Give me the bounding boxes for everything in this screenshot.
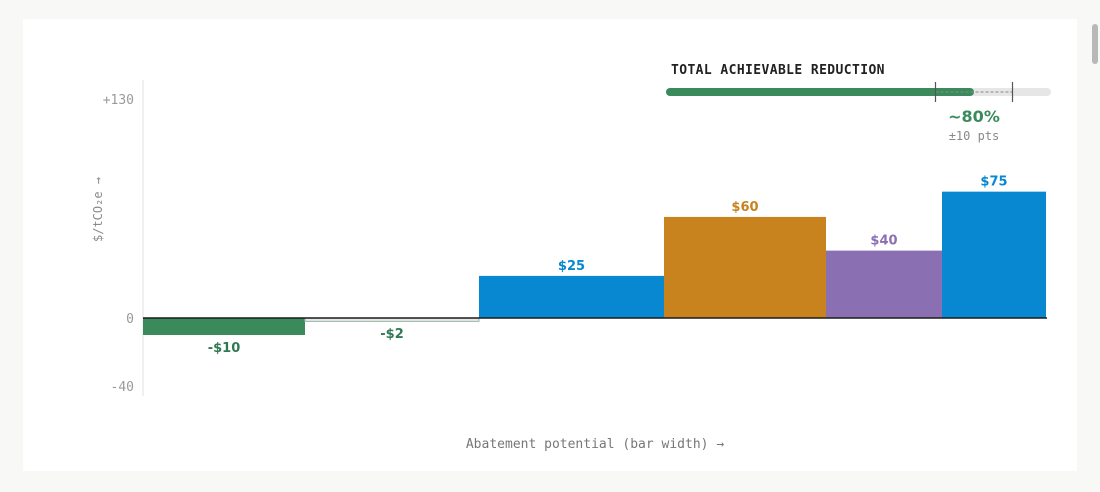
- y-tick-label: +130: [103, 93, 134, 108]
- bar-labels: -$10 -$2 $25 $60 $40 $75: [208, 175, 1008, 356]
- y-ticks: +130 0 -40: [103, 93, 134, 395]
- bar-data-label: -$2: [380, 327, 404, 342]
- reduction-value: ~80%: [948, 107, 1000, 126]
- bar-data-label: $25: [558, 259, 585, 274]
- bar[interactable]: [664, 216, 826, 318]
- x-axis-label: Abatement potential (bar width) →: [466, 437, 724, 452]
- y-tick-label: 0: [126, 312, 134, 327]
- vertical-scrollbar[interactable]: [1092, 24, 1098, 64]
- bar-data-label: -$10: [208, 341, 241, 356]
- bars: [143, 191, 1046, 335]
- bar-data-label: $75: [980, 175, 1007, 190]
- bar-data-label: $40: [870, 234, 897, 249]
- reduction-range: ±10 pts: [949, 129, 1000, 143]
- bar[interactable]: [143, 318, 305, 335]
- reduction-panel: TOTAL ACHIEVABLE REDUCTION ~80% ±10 pts: [666, 63, 1051, 143]
- y-tick-label: -40: [111, 380, 134, 395]
- reduction-fill: [666, 88, 974, 96]
- reduction-panel-title: TOTAL ACHIEVABLE REDUCTION: [671, 63, 885, 78]
- y-axis-label: $/tCO₂e →: [91, 177, 105, 242]
- bar[interactable]: [826, 250, 942, 318]
- bar[interactable]: [479, 275, 664, 318]
- bar[interactable]: [942, 191, 1046, 318]
- bar-data-label: $60: [731, 200, 758, 215]
